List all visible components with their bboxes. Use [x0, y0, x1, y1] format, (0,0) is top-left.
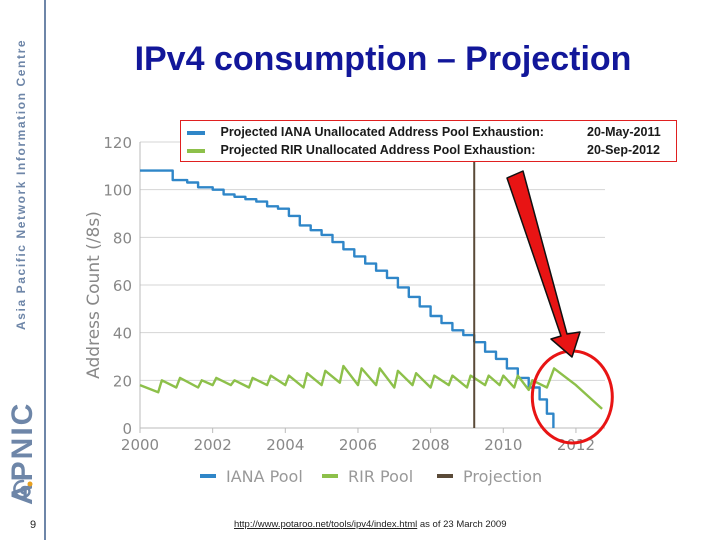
exhaustion-highlight-circle	[530, 349, 614, 445]
y-tick-label-100: 100	[103, 182, 132, 200]
y-axis-label: Address Count (/8s)	[84, 211, 104, 379]
slide-number: 9	[30, 519, 37, 531]
x-tick-label-2010: 2010	[484, 436, 522, 454]
source-note: http://www.potaroo.net/tools/ipv4/index.…	[234, 519, 507, 530]
source-link[interactable]: http://www.potaroo.net/tools/ipv4/index.…	[234, 519, 418, 530]
x-tick-label-2000: 2000	[121, 436, 159, 454]
x-tick-label-2002: 2002	[194, 436, 232, 454]
legend-label-2: Projection	[463, 467, 542, 486]
source-date: as of 23 March 2009	[417, 519, 507, 530]
series-rir-pool-history	[139, 364, 475, 394]
sidebar-divider	[44, 0, 46, 540]
y-tick-label-0: 0	[122, 420, 132, 438]
rir-projection-label: Projected RIR Unallocated Address Pool E…	[220, 143, 536, 157]
rir-projection-row: Projected RIR Unallocated Address Pool E…	[187, 143, 660, 159]
iana-swatch	[187, 130, 205, 135]
projection-legend-box: Projected IANA Unallocated Address Pool …	[180, 120, 677, 162]
y-tick-label-60: 60	[113, 277, 132, 295]
apnic-swirl-icon	[13, 479, 33, 499]
sidebar	[0, 0, 44, 540]
x-tick-label-2006: 2006	[339, 436, 377, 454]
series-rir-pool-projection	[473, 367, 603, 410]
x-tick-label-2004: 2004	[266, 436, 304, 454]
x-tick-label-2008: 2008	[412, 436, 450, 454]
series-iana-pool-history	[140, 169, 476, 343]
iana-projection-row: Projected IANA Unallocated Address Pool …	[187, 125, 661, 141]
page-title: IPv4 consumption – Projection	[134, 40, 632, 78]
iana-projection-date: 20-May-2011	[587, 125, 661, 139]
legend-label-0: IANA Pool	[226, 467, 303, 486]
y-tick-label-40: 40	[113, 325, 132, 343]
annotation-arrow	[506, 170, 581, 358]
rir-projection-date: 20-Sep-2012	[587, 143, 660, 157]
y-tick-label-80: 80	[113, 229, 132, 247]
legend-label-1: RIR Pool	[348, 467, 413, 486]
iana-projection-label: Projected IANA Unallocated Address Pool …	[220, 125, 544, 139]
y-tick-label-20: 20	[113, 372, 132, 390]
rir-swatch	[187, 148, 205, 153]
y-tick-label-120: 120	[103, 134, 132, 152]
